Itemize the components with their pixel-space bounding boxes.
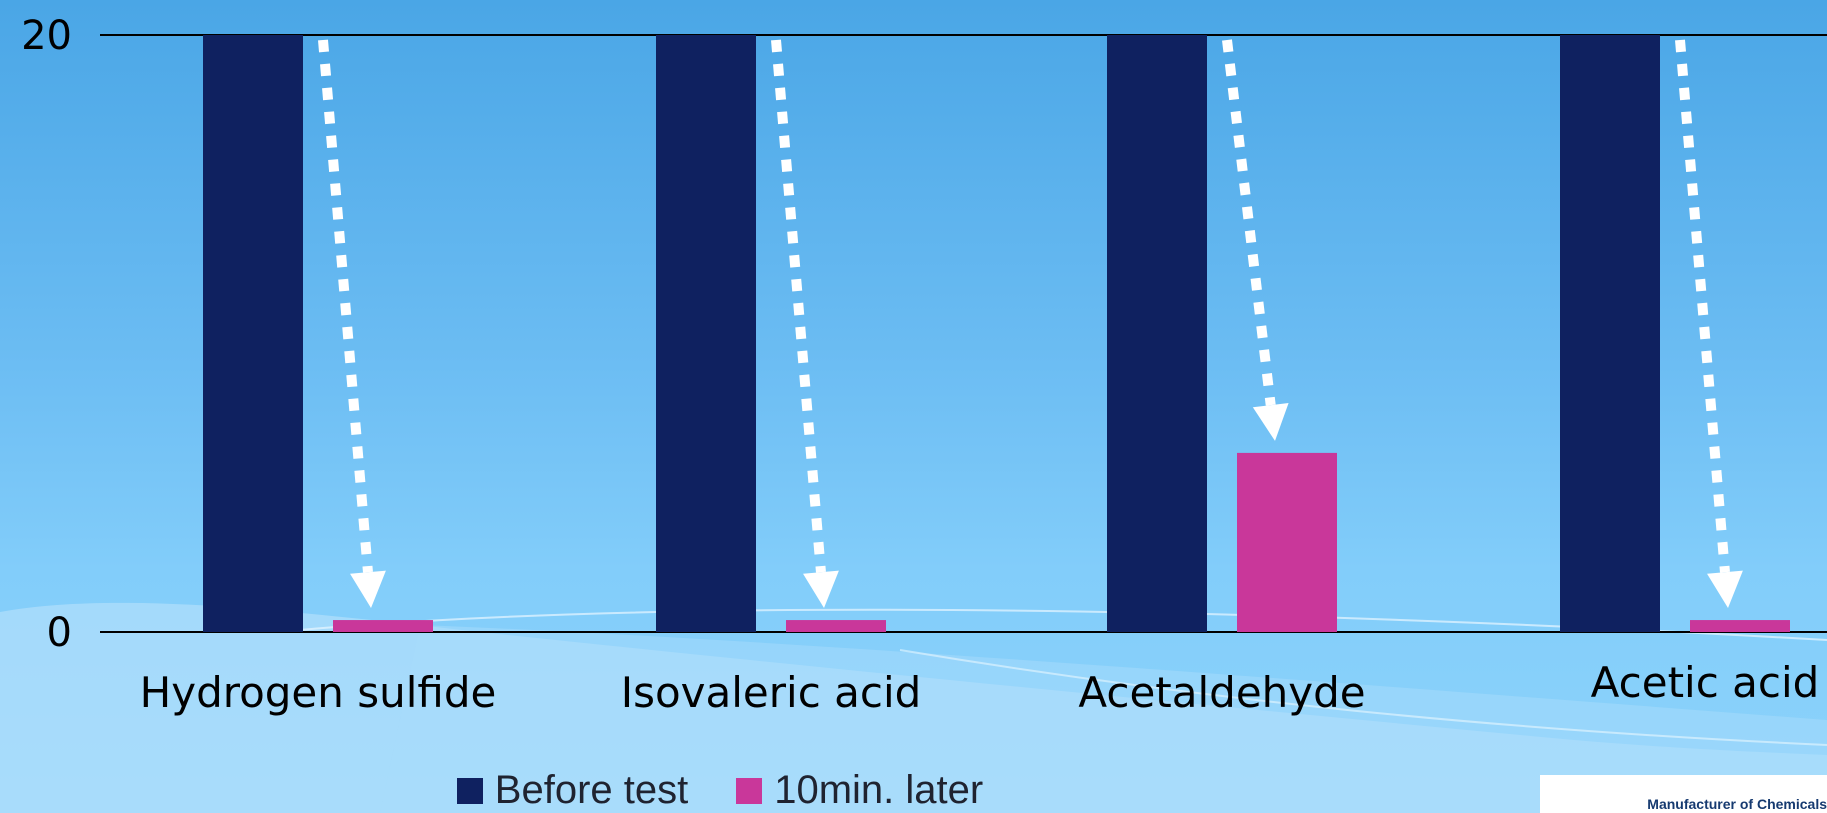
x-axis-label: Acetaldehyde [1078, 668, 1365, 717]
bar-after [1690, 620, 1790, 632]
bar-before [1107, 35, 1207, 632]
bar-before [203, 35, 303, 632]
legend-swatch-after [736, 777, 763, 804]
x-axis-labels: Hydrogen sulfide Isovaleric acid Acetaldeh… [140, 658, 1820, 717]
bars [203, 35, 1790, 632]
background-waves [0, 602, 1827, 813]
x-axis-label: Acetic acid [1591, 658, 1820, 707]
bar-after [1237, 452, 1337, 632]
bar-after [786, 620, 886, 632]
background-wave-line-2 [899, 649, 1827, 746]
legend-swatch-before [456, 777, 483, 804]
x-axis-label: Hydrogen sulfide [140, 668, 497, 717]
x-axis-label: Isovaleric acid [621, 668, 922, 717]
reduction-arrow [771, 39, 839, 609]
bar-after [333, 620, 433, 632]
reduction-arrow [1222, 39, 1289, 441]
y-tick-label: 0 [47, 610, 72, 656]
reduction-arrow [318, 39, 386, 609]
footer-band [1540, 775, 1827, 813]
y-tick-label: 20 [21, 13, 72, 59]
reduction-arrows [318, 39, 1743, 609]
legend-label-before: Before test [494, 768, 689, 812]
legend-item-after: 10min. later [736, 768, 983, 813]
background-wave-light [380, 625, 1827, 813]
legend-label-after: 10min. later [774, 768, 984, 812]
y-axis-ticks: 0 20 [21, 13, 72, 656]
reduction-arrow [1675, 39, 1743, 609]
legend-item-before: Before test [456, 768, 689, 813]
legend: Before test 10min. later [0, 768, 1440, 813]
footer-note: Manufacturer of Chemicals [1647, 796, 1827, 812]
bar-before [656, 35, 756, 632]
bar-before [1560, 35, 1660, 632]
